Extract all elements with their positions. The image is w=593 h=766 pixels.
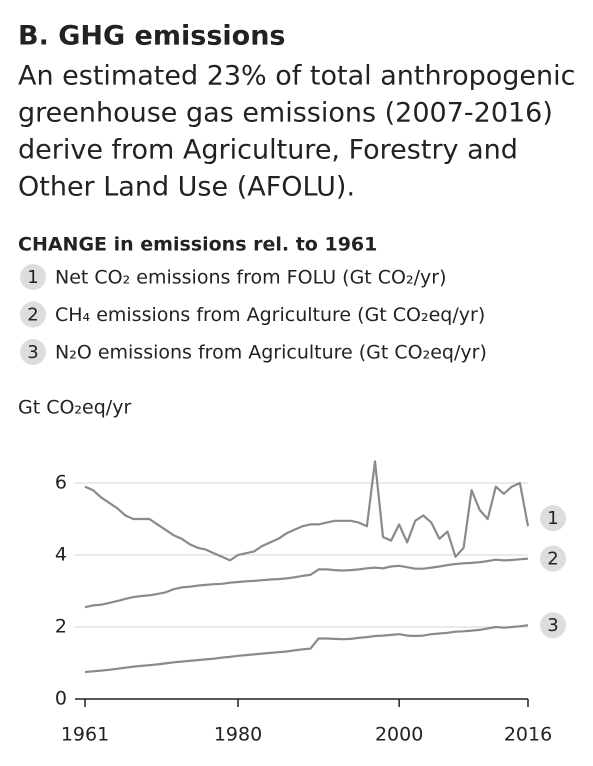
x-tick-label: 1961 (61, 724, 109, 746)
x-tick-label: 1980 (214, 724, 262, 746)
end-badge-label: 1 (547, 508, 558, 529)
legend-entry: CH₄ emissions from Agriculture (Gt CO₂eq… (55, 304, 485, 326)
x-tick-label: 2016 (504, 724, 552, 746)
subtitle-line: derive from Agriculture, Forestry and (18, 135, 518, 166)
series-line (84, 557, 529, 609)
series-line (84, 624, 529, 674)
y-tick-label: 2 (55, 616, 67, 638)
end-badge (540, 612, 566, 639)
y-tick-label: 0 (55, 688, 67, 710)
legend-badge (20, 339, 46, 365)
x-tick-label: 2000 (375, 724, 423, 746)
end-badge-label: 3 (547, 615, 558, 636)
series-line (84, 460, 530, 562)
y-tick-label: 6 (55, 472, 67, 494)
subtitle-line: greenhouse gas emissions (2007-2016) (18, 98, 553, 129)
chart-title: B. GHG emissions (18, 21, 286, 52)
legend-badge-label: 2 (27, 305, 38, 326)
y-axis-label: Gt CO₂eq/yr (18, 397, 131, 419)
legend-entry: N₂O emissions from Agriculture (Gt CO₂eq… (55, 342, 487, 364)
legend-badge-label: 3 (27, 342, 38, 363)
end-badge (540, 545, 566, 572)
legend-entry: Net CO₂ emissions from FOLU (Gt CO₂/yr) (55, 267, 447, 289)
subtitle-line: Other Land Use (AFOLU). (18, 172, 355, 203)
y-tick-label: 4 (55, 544, 67, 566)
legend-badge-label: 1 (27, 267, 38, 288)
end-badge (540, 505, 566, 532)
legend-badge (20, 301, 46, 328)
legend-badge (20, 264, 46, 290)
legend-title: CHANGE in emissions rel. to 1961 (18, 234, 377, 256)
end-badge-label: 2 (547, 549, 558, 570)
subtitle-line: An estimated 23% of total anthropogenic (18, 61, 575, 92)
